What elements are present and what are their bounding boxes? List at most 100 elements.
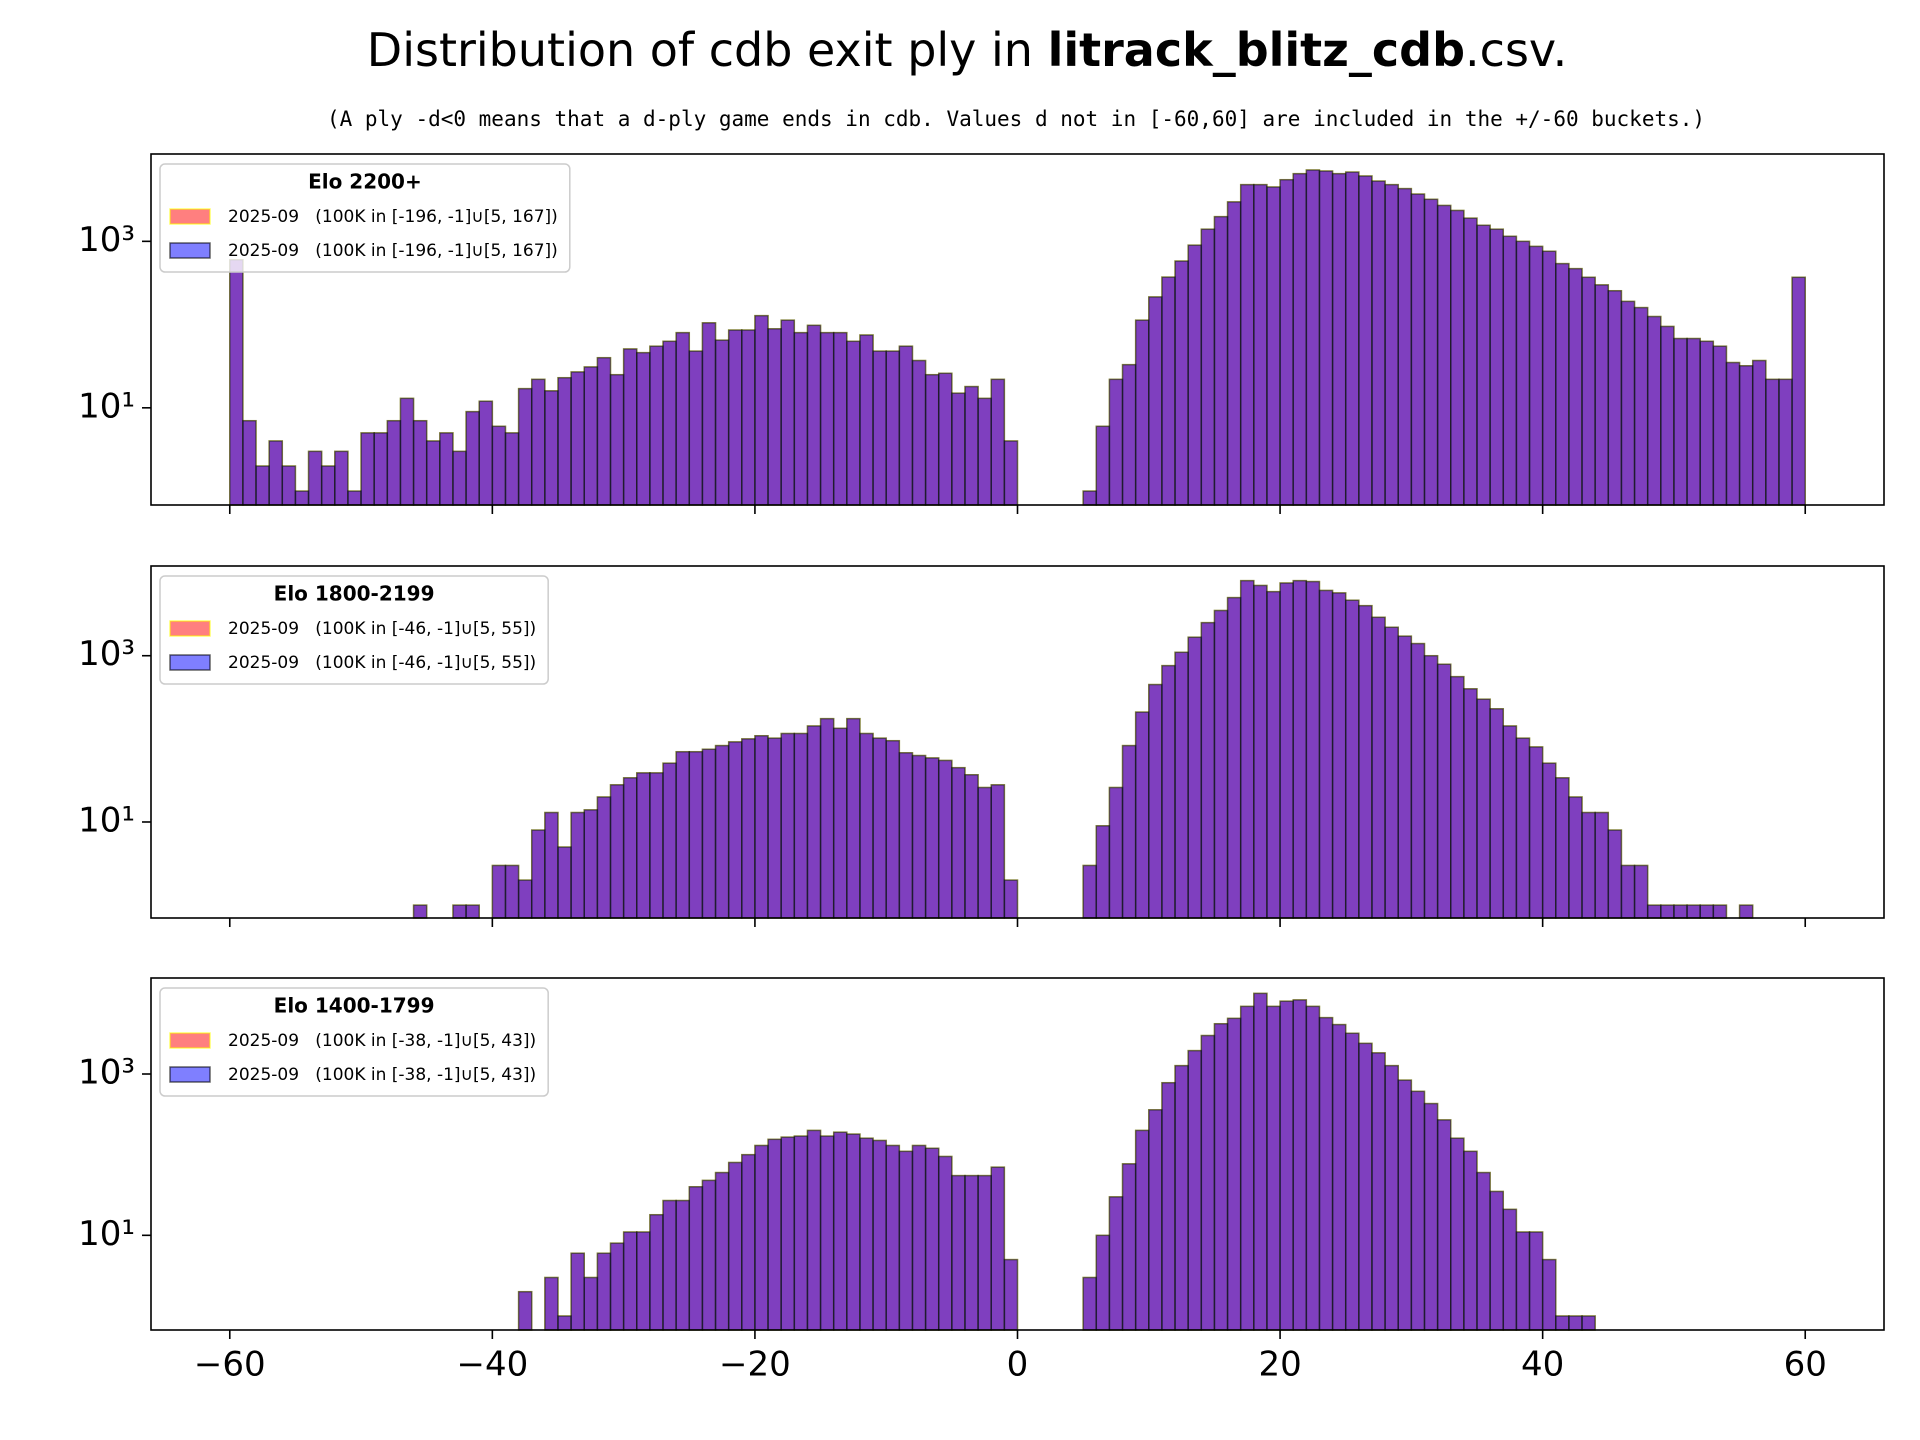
histogram-bar	[1108, 378, 1124, 506]
histogram-bar	[1410, 642, 1426, 919]
histogram-bar	[1095, 425, 1111, 506]
histogram-bar	[1108, 1196, 1124, 1331]
histogram-bar	[1463, 688, 1478, 919]
figure-subtitle: (A ply -d<0 means that a d-ply game ends…	[327, 107, 1705, 131]
histogram-bar	[517, 387, 533, 506]
legend-swatch	[169, 1032, 211, 1049]
histogram-bar	[1660, 904, 1675, 919]
histogram-bar	[1305, 580, 1321, 919]
histogram-bar	[951, 1174, 966, 1331]
histogram-bar	[1502, 725, 1518, 919]
histogram-bar	[530, 378, 546, 506]
x-tick-label: 20	[1258, 1345, 1301, 1385]
histogram-bar	[1082, 490, 1098, 506]
legend-label: 2025-09 (100K in [-46, -1]∪[5, 55])	[228, 619, 536, 639]
legend-box	[159, 163, 571, 273]
histogram-bar	[846, 1133, 861, 1331]
histogram-bar	[675, 331, 691, 506]
histogram-bar	[977, 397, 992, 506]
legend-title: Elo 1400-1799	[274, 994, 435, 1018]
histogram-bar	[859, 1137, 874, 1331]
histogram-bar	[1751, 359, 1767, 506]
histogram-bar	[1003, 879, 1019, 919]
histogram-bar	[1620, 300, 1636, 506]
histogram-bar	[1489, 228, 1505, 506]
histogram-bar	[557, 1315, 572, 1331]
histogram-bar	[1502, 235, 1518, 506]
histogram-bar	[1463, 1150, 1478, 1331]
histogram-bar	[1778, 378, 1793, 506]
histogram-bar	[1515, 737, 1531, 919]
histogram-bar	[1279, 178, 1294, 506]
histogram-bar	[465, 410, 480, 506]
histogram-bar	[517, 879, 533, 919]
histogram-bar	[1436, 204, 1452, 506]
histogram-bar	[1213, 609, 1229, 919]
histogram-bar	[1239, 1005, 1255, 1331]
histogram-bar	[622, 348, 638, 506]
histogram-bar	[727, 329, 743, 506]
histogram-bar	[1502, 1208, 1518, 1331]
histogram-bar	[1318, 589, 1334, 919]
histogram-bar	[1121, 744, 1137, 919]
histogram-bar	[596, 356, 612, 506]
histogram-bar	[1738, 904, 1754, 919]
histogram-bar	[649, 772, 664, 919]
legend-label: 2025-09 (100K in [-38, -1]∪[5, 43])	[228, 1065, 536, 1085]
histogram-bar	[872, 350, 887, 506]
subplot: 10¹ 10³ Elo 2200+ 2025-09 (100K in [-196, -…	[78, 153, 1885, 514]
legend-swatch	[169, 208, 211, 225]
histogram-bar	[1095, 825, 1111, 919]
histogram-bar	[1305, 169, 1321, 506]
histogram-bar	[1568, 796, 1583, 919]
histogram-bar	[1187, 1049, 1203, 1331]
histogram-bar	[1581, 811, 1596, 919]
title-part: litrack_blitz_cdb	[1048, 23, 1465, 77]
histogram-bar	[727, 741, 743, 919]
histogram-bar	[1344, 599, 1360, 919]
histogram-bar	[1528, 245, 1544, 506]
histogram-bar	[636, 351, 651, 506]
histogram-bar	[1331, 592, 1347, 919]
histogram-bar	[609, 784, 625, 919]
histogram-bar	[727, 1161, 743, 1331]
histogram-bar	[1646, 315, 1662, 506]
histogram-bar	[1003, 1258, 1019, 1331]
y-tick-label: 10³	[78, 1053, 135, 1093]
histogram-bar	[1358, 604, 1373, 919]
histogram-bar	[557, 376, 572, 506]
histogram-bar	[320, 465, 336, 506]
histogram-bar	[832, 727, 848, 919]
histogram-bar	[806, 324, 822, 506]
histogram-bar	[360, 432, 375, 506]
histogram-bar	[1450, 1137, 1465, 1331]
histogram-bar	[1266, 1005, 1281, 1331]
histogram-bar	[425, 440, 441, 506]
histogram-bar	[911, 359, 927, 506]
histogram-bar	[1450, 209, 1465, 506]
histogram-bar	[1371, 616, 1386, 919]
histogram-bar	[1489, 708, 1505, 919]
histogram-bar	[977, 1174, 992, 1331]
histogram-bar	[1344, 1032, 1360, 1331]
histogram-bar	[1738, 365, 1754, 506]
histogram-bar	[1541, 762, 1557, 919]
histogram-bar	[1528, 1231, 1544, 1331]
histogram-bar	[937, 372, 953, 506]
histogram-bar	[898, 752, 914, 919]
histogram-bar	[1200, 1034, 1216, 1331]
histogram-bar	[544, 811, 559, 919]
histogram-bar	[819, 1135, 835, 1331]
histogram-bar	[675, 1199, 691, 1331]
histogram-bar	[570, 371, 586, 506]
histogram-bar	[478, 400, 494, 506]
histogram-bar	[491, 425, 507, 506]
histogram-bar	[452, 450, 467, 506]
histogram-bar	[1292, 999, 1308, 1331]
histogram-bar	[780, 319, 796, 506]
histogram-bar	[1791, 276, 1806, 506]
histogram-bar	[1568, 1315, 1583, 1331]
histogram-bar	[1489, 1190, 1505, 1331]
histogram-bar	[1594, 284, 1610, 506]
